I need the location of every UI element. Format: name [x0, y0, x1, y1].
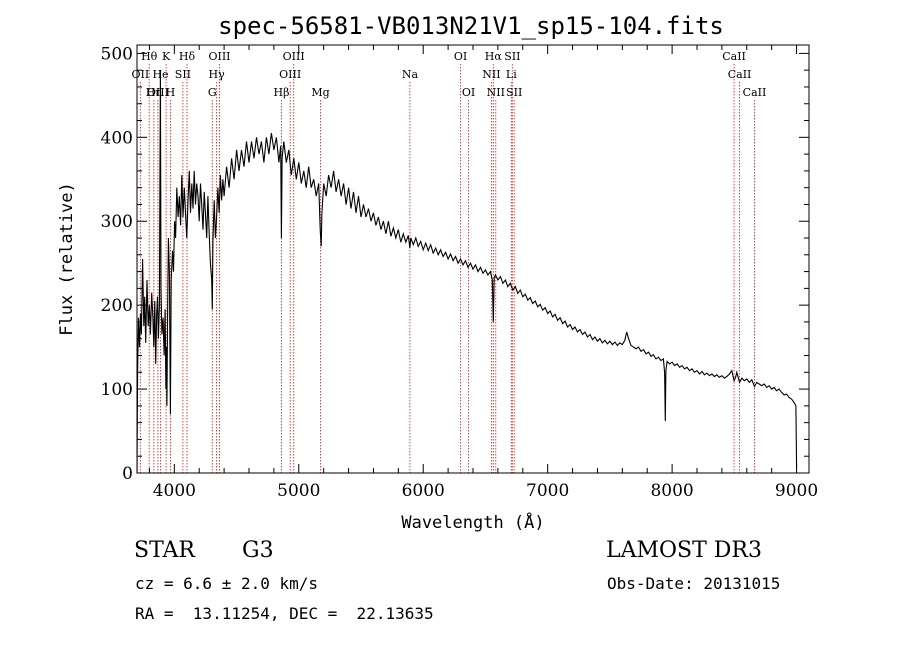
object-subclass: G3: [242, 538, 274, 563]
coordinates: RA = 13.11254, DEC = 22.13635: [135, 604, 434, 623]
marker-label: Hγ: [209, 68, 226, 81]
marker-label: H: [166, 86, 176, 99]
marker-label: CaII: [728, 68, 752, 81]
y-tick-label: 500: [101, 44, 133, 64]
chart-title: spec-56581-VB013N21V1_sp15-104.fits: [218, 12, 724, 40]
y-tick-label: 100: [101, 380, 133, 400]
y-tick-label: 200: [101, 296, 133, 316]
marker-label: Na: [402, 68, 419, 81]
marker-label: OIII: [279, 68, 301, 81]
object-type: STAR: [134, 538, 195, 563]
marker-label: OI: [454, 50, 467, 63]
marker-label: OIII: [283, 50, 305, 63]
redshift-info: cz = 6.6 ± 2.0 km/s: [135, 574, 319, 593]
x-tick-label: 6000: [402, 481, 445, 501]
marker-label: Hθ: [141, 50, 158, 63]
marker-label: SII: [175, 68, 191, 81]
x-axis-label: Wavelength (Å): [401, 511, 544, 533]
y-tick-label: 0: [122, 464, 133, 484]
marker-label: Hδ: [179, 50, 196, 63]
marker-label: K: [162, 50, 171, 63]
marker-label: Hβ: [274, 86, 290, 99]
obs-date: Obs-Date: 20131015: [607, 574, 781, 593]
marker-label: NII: [482, 68, 500, 81]
marker-label: Li: [506, 68, 517, 81]
marker-label: OI: [462, 86, 475, 99]
marker-label: SII: [504, 50, 520, 63]
x-tick-label: 9000: [775, 481, 818, 501]
plot-frame: [136, 44, 810, 474]
x-tick-label: 8000: [650, 481, 693, 501]
axis-ticks: 4000 5000 6000 7000 8000 9000 0 100 200 300 400 500: [101, 44, 819, 501]
marker-label: Hα: [485, 50, 503, 63]
y-tick-label: 300: [101, 212, 133, 232]
x-tick-label: 7000: [526, 481, 569, 501]
spectrum-series-line: [136, 70, 798, 474]
marker-label: Hη: [146, 86, 162, 99]
x-tick-label: 5000: [277, 481, 320, 501]
marker-label: OIII: [147, 86, 169, 99]
y-axis-label: Flux (relative): [57, 182, 77, 336]
marker-label: Mg: [311, 86, 329, 99]
marker-label: OII: [132, 68, 150, 81]
x-tick-label: 4000: [153, 481, 196, 501]
marker-label: SII: [506, 86, 522, 99]
marker-label: NII: [487, 86, 505, 99]
marker-label: CaII: [743, 86, 767, 99]
survey-label: LAMOST DR3: [606, 538, 762, 563]
marker-label: CaII: [722, 50, 746, 63]
marker-label: G: [208, 86, 217, 99]
marker-label: OIII: [208, 50, 230, 63]
y-tick-label: 400: [101, 128, 133, 148]
